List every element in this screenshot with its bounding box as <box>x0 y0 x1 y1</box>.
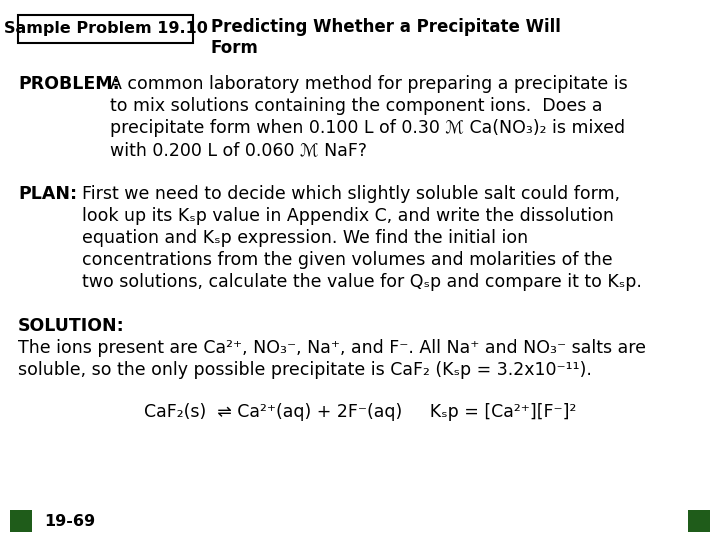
Text: SOLUTION:: SOLUTION: <box>18 317 125 335</box>
FancyBboxPatch shape <box>18 15 193 43</box>
Text: concentrations from the given volumes and molarities of the: concentrations from the given volumes an… <box>82 251 613 269</box>
Text: A common laboratory method for preparing a precipitate is: A common laboratory method for preparing… <box>110 75 628 93</box>
Text: CaF₂(s)  ⇌ Ca²⁺(aq) + 2F⁻(aq)     Kₛp = [Ca²⁺][F⁻]²: CaF₂(s) ⇌ Ca²⁺(aq) + 2F⁻(aq) Kₛp = [Ca²⁺… <box>144 403 576 421</box>
Text: precipitate form when 0.100 L of 0.30 ℳ Ca(NO₃)₂ is mixed: precipitate form when 0.100 L of 0.30 ℳ … <box>110 119 625 137</box>
Text: PLAN:: PLAN: <box>18 185 77 203</box>
Text: two solutions, calculate the value for Qₛp and compare it to Kₛp.: two solutions, calculate the value for Q… <box>82 273 642 291</box>
Text: PROBLEM:: PROBLEM: <box>18 75 120 93</box>
Text: Form: Form <box>211 39 259 57</box>
Text: look up its Kₛp value in Appendix C, and write the dissolution: look up its Kₛp value in Appendix C, and… <box>82 207 614 225</box>
Text: soluble, so the only possible precipitate is CaF₂ (Kₛp = 3.2x10⁻¹¹).: soluble, so the only possible precipitat… <box>18 361 592 379</box>
Bar <box>688 510 710 532</box>
Text: to mix solutions containing the component ions.  Does a: to mix solutions containing the componen… <box>110 97 603 115</box>
Text: First we need to decide which slightly soluble salt could form,: First we need to decide which slightly s… <box>82 185 620 203</box>
Text: equation and Kₛp expression. We find the initial ion: equation and Kₛp expression. We find the… <box>82 229 528 247</box>
Text: Predicting Whether a Precipitate Will: Predicting Whether a Precipitate Will <box>211 18 561 36</box>
Bar <box>10 510 32 532</box>
Text: 19-69: 19-69 <box>44 514 95 529</box>
Text: with 0.200 L of 0.060 ℳ NaF?: with 0.200 L of 0.060 ℳ NaF? <box>110 141 367 159</box>
Text: Sample Problem 19.10: Sample Problem 19.10 <box>4 22 207 37</box>
Text: The ions present are Ca²⁺, NO₃⁻, Na⁺, and F⁻. All Na⁺ and NO₃⁻ salts are: The ions present are Ca²⁺, NO₃⁻, Na⁺, an… <box>18 339 646 357</box>
